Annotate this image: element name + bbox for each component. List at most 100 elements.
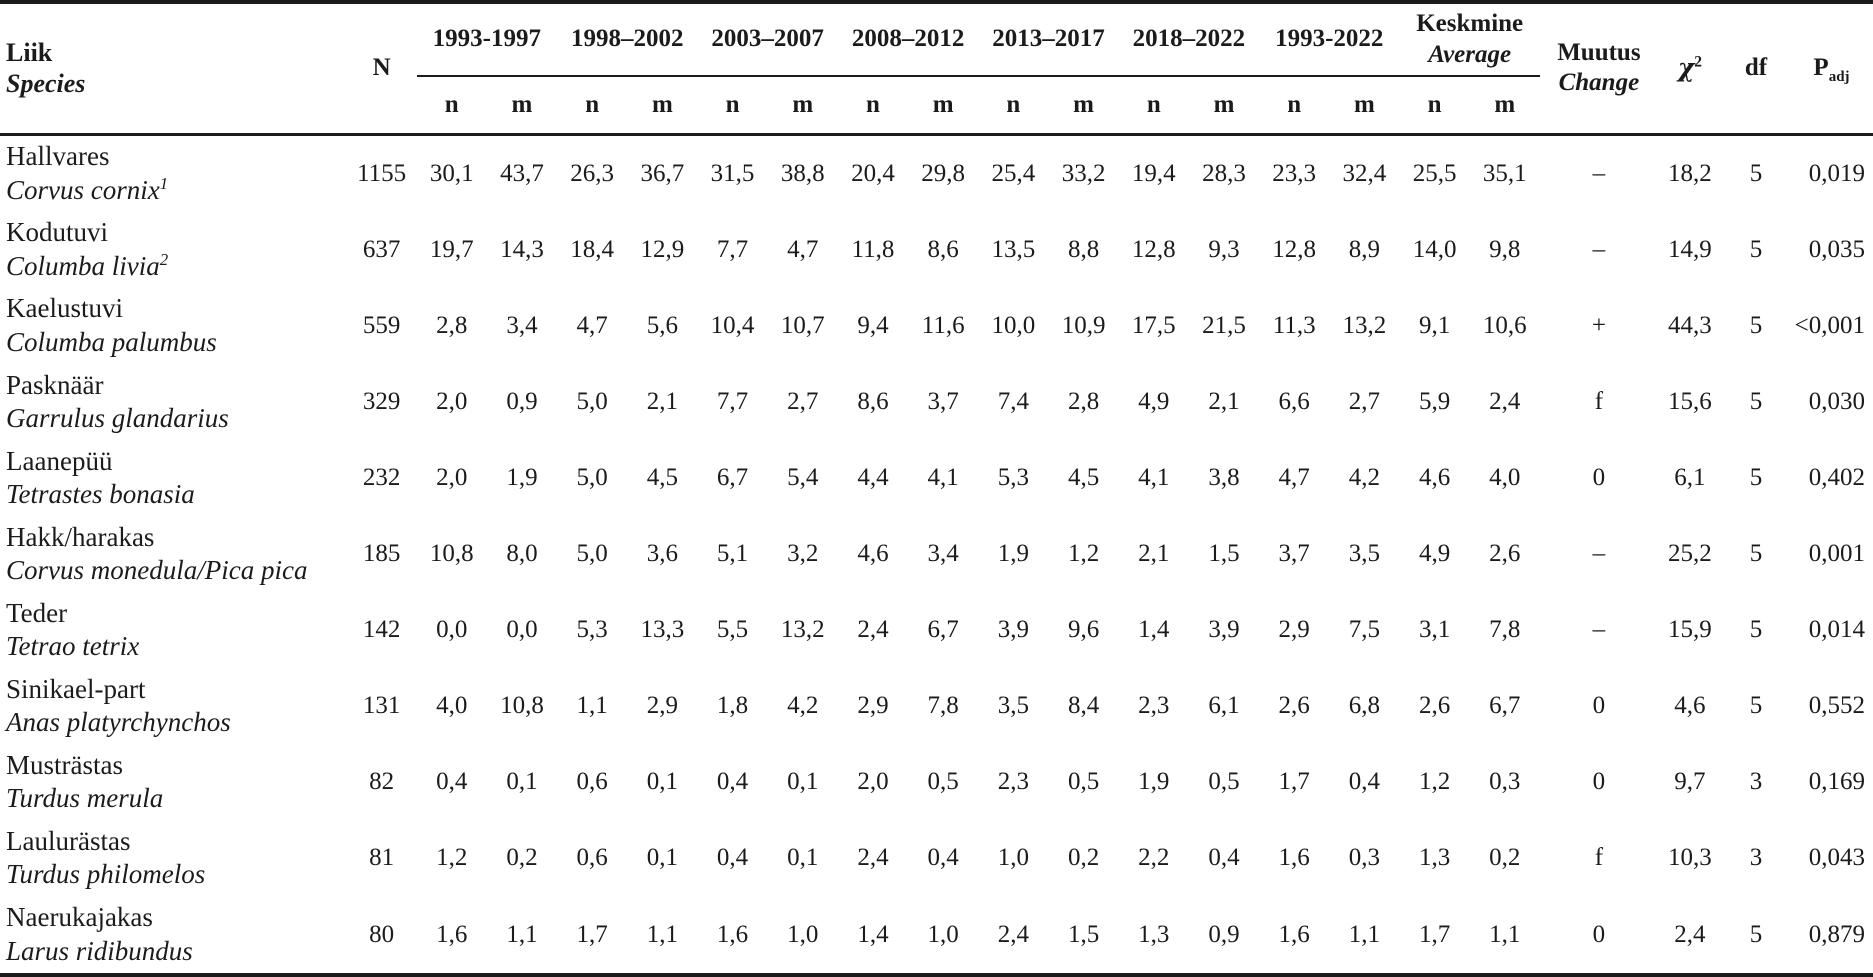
species-name-estonian: Naerukajakas <box>6 902 153 933</box>
column-header-period-2003-2007: 2003–2007 <box>697 2 838 77</box>
footnote-marker: 2 <box>159 249 169 269</box>
value-cell: 0,3 <box>1348 844 1380 872</box>
value-cell: 29,8 <box>921 159 966 187</box>
value-cell: 0,9 <box>506 387 538 415</box>
species-name-estonian: Pasknäär <box>6 369 104 400</box>
value-cell: 1,0 <box>927 920 959 948</box>
value-cell: 2,7 <box>787 387 819 415</box>
species-name-estonian: Kaelustuvi <box>6 293 123 324</box>
value-cell: 2,0 <box>436 387 468 415</box>
value-cell: 2,1 <box>1208 387 1240 415</box>
species-table-row: Musträstas Turdus merula 82 0,4 0,1 0,6 0,1 0,4… <box>0 744 1873 820</box>
column-header-df: df <box>1744 54 1768 81</box>
df-cell: 5 <box>1749 387 1763 415</box>
value-cell: 0,1 <box>787 844 819 872</box>
value-cell: 36,7 <box>640 159 685 187</box>
subcolumn-header-n: n <box>1427 90 1442 118</box>
value-cell: 1,1 <box>576 692 608 720</box>
species-name-scientific: Tetrao tetrix <box>6 631 140 662</box>
value-cell: 6,6 <box>1278 387 1310 415</box>
value-cell: 19,4 <box>1131 159 1176 187</box>
species-cell: Hallvares Corvus cornix1 <box>0 134 347 212</box>
species-table-row: Laulurästas Turdus philomelos 81 1,2 0,2 0,6 0… <box>0 820 1873 896</box>
value-cell: 0,6 <box>576 768 608 796</box>
value-cell: 13,5 <box>991 235 1036 263</box>
value-cell: 3,9 <box>997 616 1029 644</box>
value-cell: 2,8 <box>1067 387 1100 415</box>
value-cell: 7,4 <box>997 387 1029 415</box>
value-cell: 0,1 <box>646 844 678 872</box>
value-cell: 2,1 <box>646 387 678 415</box>
change-cell: – <box>1592 616 1606 644</box>
value-cell: 10,0 <box>991 311 1036 339</box>
value-cell: 10,7 <box>780 311 825 339</box>
value-cell: 5,3 <box>997 464 1029 492</box>
value-cell: 1,1 <box>646 920 678 948</box>
value-cell: 5,9 <box>1418 387 1451 415</box>
species-name-scientific: Columba livia2 <box>6 249 169 281</box>
value-cell: 4,7 <box>576 311 608 339</box>
value-cell: 9,4 <box>857 311 889 339</box>
value-cell: 1,6 <box>1278 920 1310 948</box>
value-cell: 7,7 <box>716 235 749 263</box>
value-cell: 4,2 <box>787 692 819 720</box>
p-cell: 0,169 <box>1808 768 1865 796</box>
species-table-row: Kaelustuvi Columba palumbus 559 2,8 3,4 4,7 5,… <box>0 288 1873 364</box>
value-cell: 13,2 <box>780 616 825 644</box>
value-cell: 1,2 <box>1067 540 1100 568</box>
species-name-scientific: Larus ridibundus <box>6 935 193 966</box>
value-cell: 0,1 <box>787 768 819 796</box>
value-cell: 14,0 <box>1412 235 1457 263</box>
value-cell: 9,8 <box>1489 235 1521 263</box>
subcolumn-header-n: n <box>444 90 459 118</box>
value-cell: 1,0 <box>997 844 1029 872</box>
value-cell: 1,2 <box>1418 768 1451 796</box>
species-name-estonian: Musträstas <box>6 749 123 780</box>
column-header-species: Liik Species <box>0 2 347 134</box>
value-cell: 10,6 <box>1482 311 1527 339</box>
species-name-estonian: Sinikael-part <box>6 673 146 704</box>
value-cell: 2,3 <box>997 768 1029 796</box>
value-cell: 1,4 <box>1138 616 1170 644</box>
p-cell: <0,001 <box>1794 311 1865 339</box>
change-header-estonian: Muutus <box>1557 38 1641 66</box>
value-cell: 31,5 <box>710 159 755 187</box>
value-cell: 2,1 <box>1138 540 1170 568</box>
species-table-row: Hakk/harakas Corvus monedula/Pica pica 185… <box>0 516 1873 592</box>
value-cell: 1,1 <box>506 920 538 948</box>
value-cell: 1,3 <box>1138 920 1170 948</box>
value-cell: 1,3 <box>1418 844 1451 872</box>
value-cell: 0,1 <box>506 768 538 796</box>
subcolumn-header-m: m <box>932 90 954 118</box>
n-total-cell: 82 <box>369 768 395 796</box>
df-cell: 5 <box>1749 540 1763 568</box>
value-cell: 4,7 <box>1278 464 1310 492</box>
value-cell: 38,8 <box>780 159 825 187</box>
value-cell: 0,4 <box>1348 768 1380 796</box>
df-cell: 5 <box>1749 311 1763 339</box>
value-cell: 12,9 <box>640 235 685 263</box>
species-table-row: Laanepüü Tetrastes bonasia 232 2,0 1,9 5,0 4,5… <box>0 440 1873 516</box>
value-cell: 4,6 <box>1418 464 1451 492</box>
value-cell: 1,2 <box>436 844 468 872</box>
value-cell: 3,5 <box>1348 540 1380 568</box>
value-cell: 0,5 <box>927 768 959 796</box>
chi2-cell: 18,2 <box>1668 159 1712 187</box>
value-cell: 1,1 <box>1348 920 1380 948</box>
species-name-estonian: Teder <box>6 597 68 628</box>
value-cell: 0,4 <box>436 768 468 796</box>
df-cell: 3 <box>1749 768 1763 796</box>
value-cell: 2,3 <box>1138 692 1170 720</box>
value-cell: 4,2 <box>1348 464 1380 492</box>
value-cell: 30,1 <box>429 159 474 187</box>
value-cell: 1,7 <box>1278 768 1310 796</box>
p-cell: 0,043 <box>1808 844 1865 872</box>
subcolumn-header-m: m <box>651 90 673 118</box>
df-cell: 5 <box>1749 920 1763 948</box>
value-cell: 3,7 <box>1278 540 1310 568</box>
chi2-cell: 15,6 <box>1668 387 1712 415</box>
value-cell: 4,0 <box>1489 464 1521 492</box>
species-cell: Naerukajakas Larus ridibundus <box>0 897 347 976</box>
value-cell: 13,2 <box>1342 311 1387 339</box>
value-cell: 5,1 <box>716 540 749 568</box>
